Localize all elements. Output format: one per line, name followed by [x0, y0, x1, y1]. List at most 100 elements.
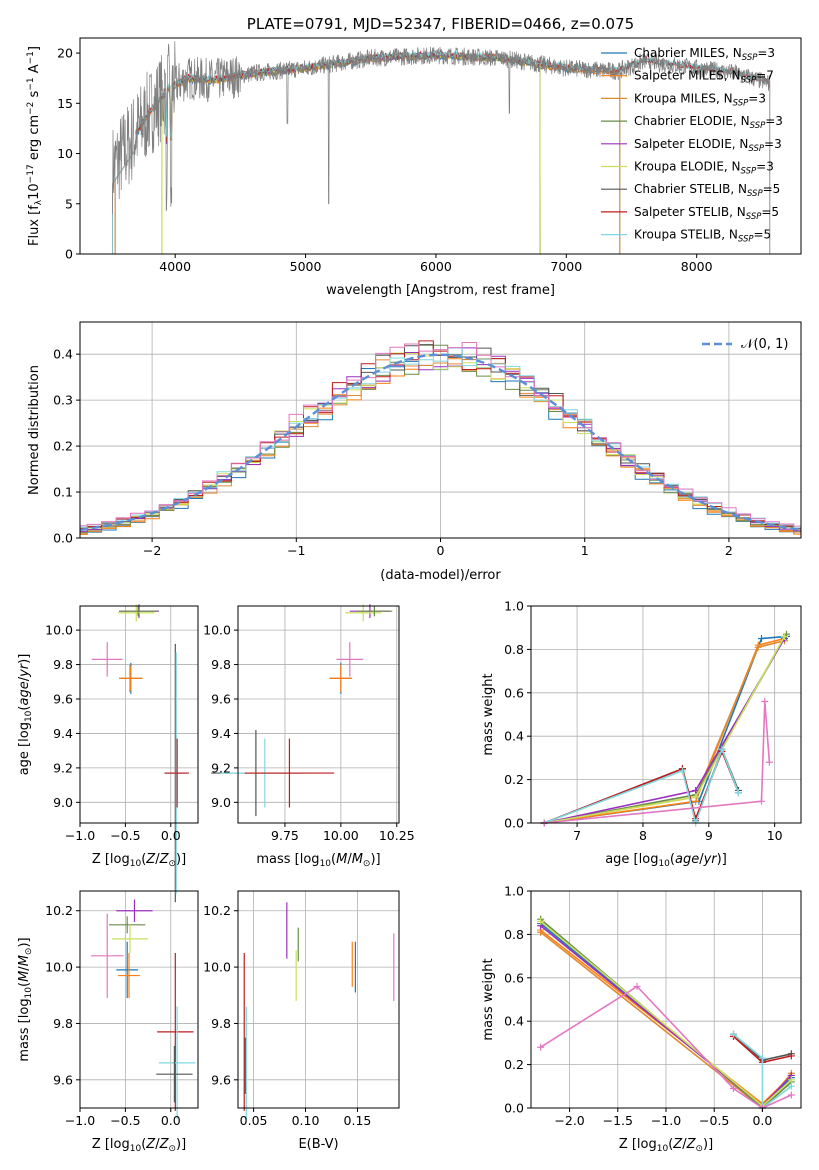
legend-text: Chabrier ELODIE, N	[634, 114, 750, 128]
label-part: M	[352, 852, 363, 867]
label-part: )]	[370, 852, 380, 867]
label-part: (	[670, 852, 675, 867]
legend-sub: SSP	[741, 76, 757, 86]
axes-frame	[79, 605, 199, 824]
y-tick-label: 0.0	[504, 816, 524, 831]
age_vs_Z-panel: −1.0 −0.5 0.09.09.29.49.69.810.0Z [log10(Z…	[17, 604, 199, 903]
legend-tail: =5	[761, 205, 779, 219]
label-part: −2	[26, 102, 36, 115]
gridlines	[79, 606, 198, 823]
legend-entry: Salpeter ELODIE, NSSP=3	[634, 137, 782, 154]
label-part: /	[17, 966, 32, 971]
plus-marker	[537, 928, 545, 936]
label-part: age [log	[605, 852, 658, 867]
legend-text: Salpeter STELIB, N	[634, 205, 746, 219]
x-tick-label: 8000	[681, 259, 713, 274]
legend-text: Kroupa ELODIE, N	[634, 160, 741, 174]
x-tick-label: −1.5	[603, 1113, 633, 1128]
axes-frame	[79, 890, 199, 1109]
legend-sub: SSP	[741, 167, 757, 177]
label-part: Z	[686, 1137, 697, 1152]
ticks: 7 8 9 10 0.0 0.2 0.4 0.6 0.8 1.0	[504, 599, 783, 844]
mass-weight-line	[543, 746, 740, 826]
label-part: s	[27, 90, 42, 101]
x-tick-label: −0.5	[110, 1113, 140, 1128]
plus-marker	[761, 697, 769, 705]
massweight_vs_Z-panel: −2.0 −1.5 −1.0 −0.5 0.0 0.0 0.2 0.4 0.6 0.8 1.0 Z […	[481, 884, 802, 1154]
x-tick-label: −1.0	[65, 828, 95, 843]
y-tick-label: 0	[65, 247, 73, 262]
label-part: Z	[145, 1137, 156, 1152]
y-tick-label: 0.8	[504, 642, 524, 657]
label-part: /	[155, 1137, 160, 1152]
x-tick-label: 1	[581, 543, 589, 558]
residuals-ylabel: Normed distribution	[27, 365, 42, 495]
mass-weight-line	[544, 701, 771, 824]
model-spectrum-line	[114, 52, 621, 254]
label-part: )]	[703, 1137, 713, 1152]
label-part: Z	[159, 852, 170, 867]
legend-entry: Chabrier MILES, NSSP=3	[634, 46, 775, 63]
plus-marker	[787, 1052, 795, 1060]
spectrum-xlabel: wavelength [Angstrom, rest frame]	[326, 283, 555, 298]
histograms	[80, 340, 801, 535]
label-part: yr	[703, 852, 719, 867]
x-tick-label: 0.0	[161, 1113, 181, 1128]
y-tick-label: 0.6	[504, 685, 524, 700]
label-part: 10	[24, 710, 34, 722]
label-part: Flux [f	[27, 205, 42, 246]
legend-text: Kroupa MILES, N	[634, 91, 733, 105]
mass_vs_Z-ylabel: mass [log10(M/M⊙)]	[17, 937, 34, 1061]
axes-frame	[237, 605, 400, 824]
x-tick-label: 9.75	[271, 828, 299, 843]
y-tick-label: 0.1	[53, 485, 73, 500]
y-tick-label: 10.0	[203, 960, 231, 975]
mass-weight-line	[544, 637, 785, 824]
x-tick-label: 9	[705, 828, 713, 843]
axes-frame	[530, 605, 802, 824]
label-part: (	[17, 706, 32, 711]
y-tick-label: 9.6	[211, 1072, 231, 1087]
label-part: (	[331, 852, 336, 867]
residual-histogram	[80, 340, 801, 530]
x-tick-label: 0.10	[292, 1113, 320, 1128]
label-part: −17	[26, 164, 36, 183]
y-tick-label: 9.4	[53, 726, 73, 741]
x-tick-label: −1	[287, 543, 305, 558]
residual-histogram	[80, 358, 801, 534]
label-part: 10	[658, 859, 670, 869]
label-part: )]	[176, 852, 186, 867]
spectrum-lines	[112, 41, 771, 254]
legend-tail: =5	[763, 182, 781, 196]
y-tick-label: 0.3	[53, 393, 73, 408]
y-tick-label: 0.4	[504, 1014, 524, 1029]
y-tick-label: 0.2	[53, 439, 73, 454]
model-spectrum-line	[114, 52, 621, 254]
legend-tail: =3	[748, 91, 766, 105]
age_vs_mass-xlabel: mass [log10(M/M⊙)]	[256, 852, 380, 869]
y-tick-label: 9.4	[211, 726, 231, 741]
x-tick-label: 10	[767, 828, 783, 843]
plus-marker	[734, 789, 742, 797]
y-tick-label: 9.8	[211, 1016, 231, 1031]
label-part: yr	[17, 662, 32, 678]
ticks: −1.0 −0.5 0.0 9.0 9.2 9.4 9.6 9.8 10.0	[45, 623, 181, 843]
x-tick-label: 10.00	[323, 828, 359, 843]
gridlines	[238, 891, 399, 1108]
label-part: )]	[176, 1137, 186, 1152]
observed-spectrum-line	[112, 41, 771, 214]
mass-weight-line	[544, 638, 786, 824]
y-tick-label: 1.0	[504, 884, 524, 899]
label-part: 𝒩	[741, 337, 756, 352]
legend-sub: SSP	[742, 53, 758, 63]
plus-marker	[765, 758, 773, 766]
legend-entry: Chabrier STELIB, NSSP=5	[634, 182, 780, 199]
legend-entry: Kroupa ELODIE, NSSP=3	[634, 160, 774, 177]
x-tick-label: 5000	[290, 259, 322, 274]
legend-tail: =3	[765, 114, 783, 128]
spectrum-ylabel: Flux [fλ10−17 erg cm−2 s−1 A−1]	[26, 46, 44, 246]
label-part: ⊙	[24, 948, 34, 956]
plus-marker	[718, 745, 726, 753]
y-tick-label: 9.8	[53, 1016, 73, 1031]
